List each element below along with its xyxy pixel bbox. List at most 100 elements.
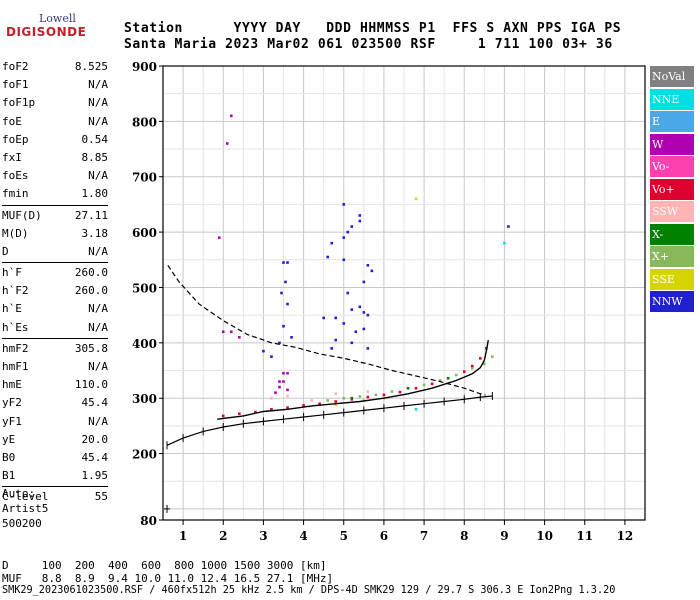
virtual-height-trace — [217, 339, 489, 420]
plot-frame — [162, 65, 646, 521]
direction-legend: NoVal NNE E W Vo- Vo+ SSW X- X+ SSE NNW — [650, 66, 694, 314]
legend-item-x-: X+ — [650, 246, 694, 267]
footer-distance-line: D 100 200 400 600 800 1000 1500 3000 [km… — [2, 559, 327, 572]
param-row: B1 1.95 — [2, 467, 108, 485]
y-tick-label: 600 — [132, 226, 157, 240]
electron-density-profile — [167, 264, 486, 396]
echo-point — [414, 407, 418, 411]
echo-point — [362, 327, 366, 331]
echo-point — [483, 362, 486, 366]
param-name: yF2 — [2, 396, 22, 410]
echo-point — [342, 258, 346, 262]
legend-item-vo-: Vo- — [650, 156, 694, 177]
echo-point — [350, 396, 354, 400]
echo-point — [470, 364, 474, 368]
param-name: foF2 — [2, 60, 29, 73]
echo-point — [290, 335, 293, 339]
param-name: C-level — [2, 490, 49, 504]
echo-point — [282, 371, 285, 375]
echo-point — [322, 316, 325, 320]
echo-point — [278, 380, 281, 383]
param-name: foF1 — [2, 78, 29, 92]
echo-point — [286, 302, 289, 306]
echo-point — [370, 269, 374, 273]
echo-point — [358, 305, 362, 309]
param-name: MUF(D) — [2, 208, 42, 222]
param-value: 8.85 — [81, 150, 109, 164]
echo-point — [414, 197, 418, 201]
echo-point — [358, 214, 362, 217]
echo-point — [366, 390, 370, 393]
echo-point — [270, 355, 273, 358]
param-name: foF1p — [2, 96, 36, 110]
param-value: 1.80 — [81, 187, 109, 201]
param-row: fxI 8.85 — [2, 149, 108, 167]
echo-point — [262, 349, 265, 353]
param-value: 110.0 — [74, 378, 108, 392]
y-tick-label: 200 — [132, 448, 157, 462]
auto-label: Auto: — [2, 487, 36, 500]
param-row: M(D) 3.18 — [2, 225, 108, 243]
param-value: N/A — [88, 360, 108, 373]
param-name: D — [2, 244, 9, 258]
param-name: yF1 — [2, 414, 22, 428]
echo-point — [462, 370, 466, 373]
echo-point — [229, 330, 233, 334]
param-row: B0 45.4 — [2, 449, 108, 467]
echo-point — [326, 255, 329, 259]
echo-point — [390, 390, 394, 393]
param-separator — [2, 486, 108, 488]
param-value: 45.4 — [81, 396, 109, 410]
echo-point — [491, 355, 494, 358]
param-row: foE N/A — [2, 113, 108, 131]
legend-item-nne: NNE — [650, 88, 694, 110]
echo-point — [398, 390, 402, 394]
echo-point — [282, 261, 285, 264]
echo-point — [342, 203, 346, 206]
echo-point — [286, 406, 289, 409]
echo-point — [438, 379, 442, 382]
x-tick-label: 2 — [219, 529, 227, 543]
echo-point — [254, 410, 257, 414]
logo-lowell-text: Lowell — [39, 12, 76, 25]
legend-item-ssw: SSW — [650, 201, 694, 222]
echo-point — [503, 241, 506, 245]
param-value: 20.0 — [81, 432, 109, 446]
echo-point — [430, 382, 434, 386]
legend-item-nnw: NNW — [650, 291, 694, 312]
echo-point — [374, 393, 378, 397]
param-separator — [2, 204, 108, 206]
param-name: foE — [2, 114, 22, 128]
x-tick-label: 8 — [460, 529, 468, 543]
echo-point — [334, 400, 338, 403]
header-values: Santa Maria 2023 Mar02 061 023500 RSF 1 … — [124, 37, 613, 52]
echo-point — [238, 335, 241, 339]
footer-file-line: SMK29_2023061023500.RSF / 460fx512h 25 k… — [2, 585, 616, 596]
param-value: 305.8 — [74, 341, 108, 355]
param-row: hmF1 N/A — [2, 358, 108, 376]
echo-point — [334, 403, 338, 407]
echo-point — [217, 236, 221, 239]
param-value: N/A — [88, 244, 108, 258]
x-tick-label: 3 — [259, 529, 267, 543]
auto-version: 500200 — [2, 517, 42, 530]
echo-point — [334, 338, 338, 342]
param-row: yF2 45.4 — [2, 394, 108, 412]
param-value: N/A — [88, 302, 108, 316]
echo-point — [286, 388, 289, 392]
echo-point — [422, 383, 426, 387]
echo-point — [366, 395, 370, 399]
y-tick-label: 800 — [132, 115, 157, 129]
param-row: foF1 N/A — [2, 76, 108, 94]
echo-point — [282, 380, 285, 383]
echo-point — [330, 241, 333, 245]
x-tick-label: 9 — [500, 529, 508, 543]
echo-point — [334, 316, 338, 320]
param-value: 260.0 — [74, 266, 108, 280]
param-value: N/A — [88, 169, 108, 183]
param-value: 260.0 — [74, 284, 108, 298]
echo-point — [350, 341, 354, 345]
param-name: hmE — [2, 378, 22, 392]
echo-point — [358, 219, 362, 223]
